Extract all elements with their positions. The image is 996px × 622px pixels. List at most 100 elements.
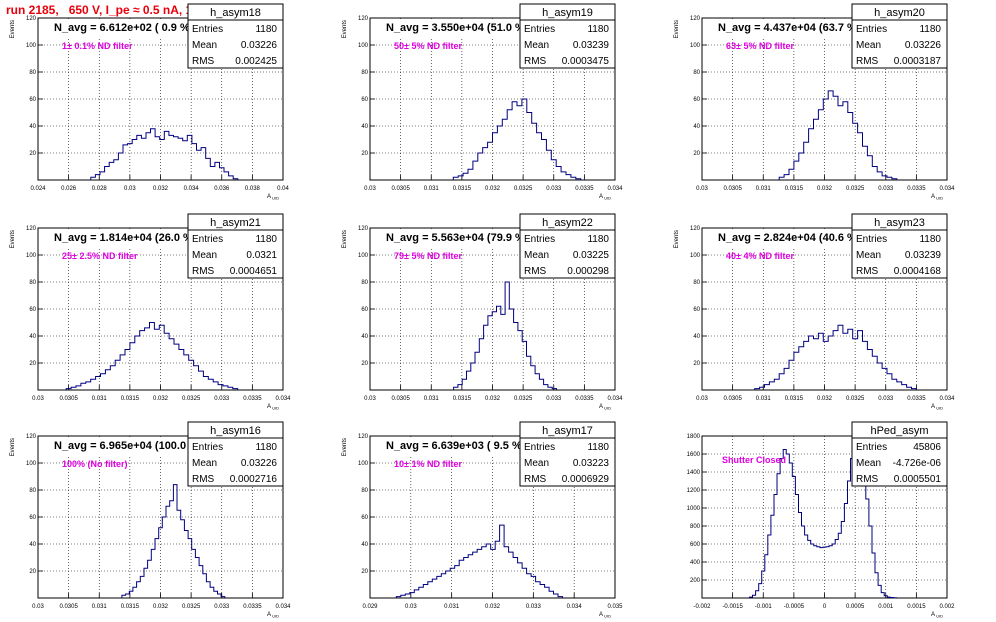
x-tick-label: 0.0325 (182, 604, 201, 610)
y-tick-label: 80 (693, 70, 700, 76)
x-axis-label: A UID (931, 612, 943, 619)
chart-title: N_avg = 2.824e+04 (40.6 %) (718, 232, 861, 244)
y-tick-label: 20 (693, 361, 700, 367)
x-tick-label: 0.034 (607, 396, 623, 402)
x-tick-label: 0.034 (567, 604, 583, 610)
histogram-series (65, 322, 239, 390)
y-tick-label: 40 (361, 542, 368, 548)
stats-label: RMS (524, 266, 547, 277)
title-box (39, 437, 194, 457)
y-tick-label: 80 (361, 488, 368, 494)
x-tick-label: 0.002 (939, 604, 955, 610)
stats-value: 0.03239 (573, 40, 610, 51)
stats-box (519, 229, 616, 279)
x-tick-label: 0.032 (485, 604, 501, 610)
histogram-pad-h_asym19: 0.03 0.0305 0.031 0.0315 0.032 0.0325 0.033 0.0… (342, 3, 623, 201)
histogram-name: h_asym18 (210, 7, 261, 19)
x-tick-label: 0.0325 (846, 396, 865, 402)
title-box (371, 437, 526, 457)
x-axis-label: A UID (599, 612, 611, 619)
stats-value: 1180 (587, 442, 609, 453)
histogram-name: h_asym22 (542, 217, 593, 229)
histogram-name: h_asym21 (210, 217, 261, 229)
x-tick-label: 0.033 (546, 186, 562, 192)
x-tick-label: 0.03 (696, 186, 708, 192)
y-tick-label: 120 (358, 226, 369, 232)
title-box (39, 229, 194, 249)
stats-label: Mean (856, 458, 881, 469)
x-tick-label: 0.03 (696, 396, 708, 402)
x-axis-label: A UID (931, 194, 943, 201)
chart-title: N_avg = 4.437e+04 (63.7 %) (718, 22, 861, 34)
x-tick-label: 0 (823, 604, 827, 610)
y-tick-label: 100 (358, 253, 369, 259)
stats-box (519, 437, 616, 487)
y-axis-label: Events (674, 230, 680, 248)
x-tick-label: 0.0315 (785, 186, 804, 192)
x-tick-label: 0.032 (153, 186, 169, 192)
y-tick-label: 40 (693, 124, 700, 130)
y-tick-label: 100 (358, 43, 369, 49)
stats-label: Entries (524, 234, 555, 245)
title-box (703, 19, 858, 39)
x-tick-label: 0.0325 (182, 396, 201, 402)
y-tick-label: 40 (29, 124, 36, 130)
title-box (39, 19, 194, 39)
y-tick-label: 20 (29, 361, 36, 367)
title-box (703, 229, 858, 249)
y-tick-label: 100 (690, 253, 701, 259)
y-tick-label: 100 (358, 461, 369, 467)
y-tick-label: 400 (690, 560, 701, 566)
stats-label: RMS (192, 56, 215, 67)
stats-label: Mean (856, 250, 881, 261)
x-tick-label: 0.026 (61, 186, 77, 192)
y-tick-label: 1200 (687, 488, 701, 494)
histogram-series (395, 524, 563, 598)
x-tick-label: -0.0015 (722, 604, 743, 610)
histogram-series (453, 281, 557, 390)
x-tick-label: 0.031 (756, 396, 772, 402)
x-tick-label: 0.0315 (121, 604, 140, 610)
stats-value: 1180 (919, 234, 941, 245)
x-tick-label: 0.031 (444, 604, 460, 610)
x-tick-label: 0.0315 (453, 396, 472, 402)
stats-label: Entries (524, 442, 555, 453)
y-tick-label: 60 (29, 515, 36, 521)
stats-box (519, 19, 616, 69)
y-tick-label: 100 (26, 253, 37, 259)
stats-label: Mean (524, 458, 549, 469)
y-tick-label: 80 (29, 488, 36, 494)
y-tick-label: 800 (690, 524, 701, 530)
y-tick-label: 60 (361, 307, 368, 313)
stats-value: 0.002425 (235, 56, 277, 67)
title-box (371, 229, 526, 249)
y-tick-label: 120 (26, 434, 37, 440)
histogram-pad-h_asym17: 0.029 0.03 0.031 0.032 0.033 0.034 0.035 20 40 60… (342, 421, 623, 619)
x-tick-label: 0.0305 (723, 186, 742, 192)
stats-label: Entries (192, 442, 223, 453)
stats-value: 0.03239 (905, 250, 942, 261)
stats-box (187, 437, 284, 487)
stats-value: 0.03226 (905, 40, 942, 51)
stats-label: RMS (524, 474, 547, 485)
x-tick-label: 0.033 (214, 396, 230, 402)
histogram-name: h_asym23 (874, 217, 925, 229)
stats-label: Mean (192, 458, 217, 469)
histogram-name: h_asym20 (874, 7, 925, 19)
y-tick-label: 120 (690, 226, 701, 232)
y-axis-label: Events (10, 20, 16, 38)
stats-value: 0.0003475 (562, 56, 610, 67)
y-tick-label: 80 (29, 280, 36, 286)
x-axis-label: A UID (599, 404, 611, 411)
stats-value: 0.03226 (241, 40, 278, 51)
y-tick-label: 40 (361, 124, 368, 130)
x-tick-label: 0.04 (277, 186, 289, 192)
stats-label: Mean (192, 250, 217, 261)
x-tick-label: 0.0305 (59, 396, 78, 402)
x-tick-label: 0.032 (153, 604, 169, 610)
x-axis-label: A UID (931, 404, 943, 411)
histogram-pad-h_asym21: 0.03 0.0305 0.031 0.0315 0.032 0.0325 0.033 0.0… (10, 213, 291, 411)
x-tick-label: 0.0005 (846, 604, 865, 610)
x-tick-label: 0.031 (756, 186, 772, 192)
x-tick-label: 0.0315 (785, 396, 804, 402)
